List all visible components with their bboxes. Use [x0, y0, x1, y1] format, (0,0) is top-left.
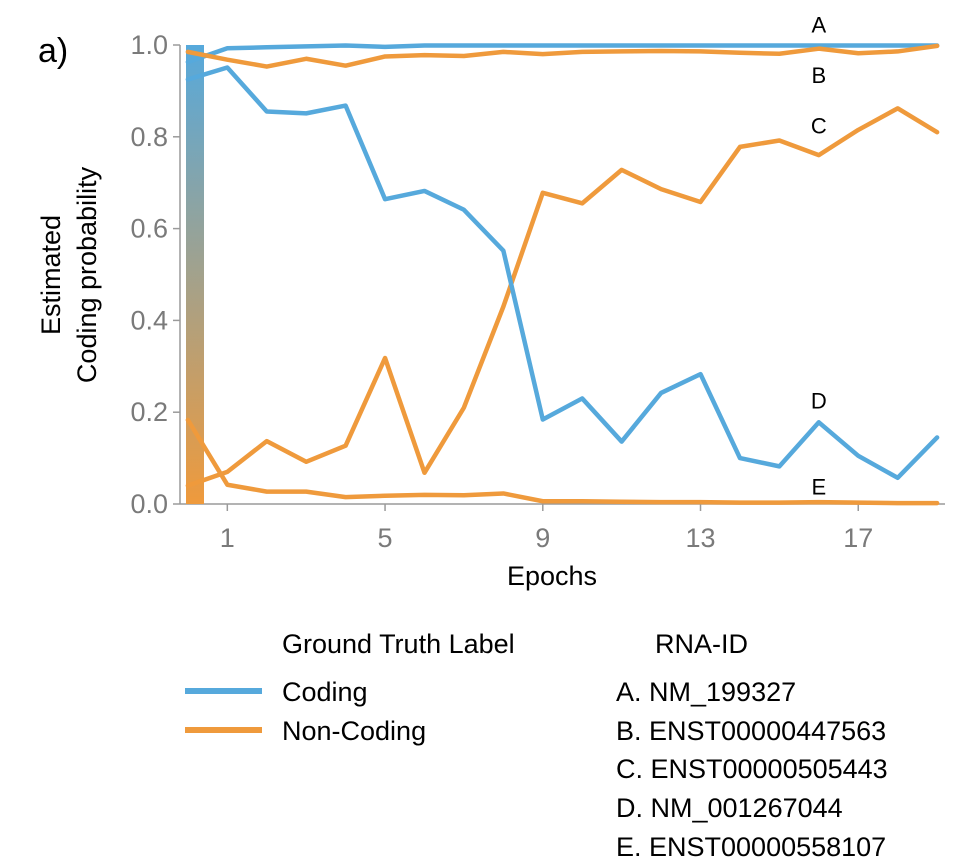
y-tick-label: 0.8	[130, 122, 168, 152]
series-label-c: C	[811, 113, 827, 138]
legend-label-coding: Coding	[282, 677, 368, 707]
x-tick-label: 9	[535, 523, 550, 553]
legend-rna-item-a: A. NM_199327	[616, 677, 796, 707]
legend-rna-item-d: D. NM_001267044	[616, 793, 843, 823]
series-line-c	[185, 106, 940, 488]
legend-rna-item-e: E. ENST00000558107	[616, 832, 886, 862]
x-tick-label: 1	[220, 523, 235, 553]
y-tick-label: 0.2	[130, 397, 168, 427]
y-axis-title-line-2: Coding probability	[72, 166, 102, 383]
series-line-d	[185, 65, 940, 481]
series-labels: A BC D E	[811, 12, 827, 499]
y-tick-label: 1.0	[130, 30, 168, 60]
series-line-b	[185, 43, 940, 69]
legend-ground-truth: Ground Truth Label Coding Non-Coding	[185, 629, 515, 746]
series-label-b: B	[811, 63, 826, 88]
panel-label: a)	[38, 32, 68, 70]
y-axis-title: Estimated Coding probability	[36, 166, 102, 383]
x-tick-label: 5	[378, 523, 393, 553]
x-axis-title: Epochs	[507, 561, 597, 591]
x-tick-label: 17	[843, 523, 873, 553]
series-lines	[185, 43, 940, 506]
y-tick-label: 0.6	[130, 214, 168, 244]
legend-label-non-coding: Non-Coding	[282, 716, 426, 746]
y-tick-label: 0.4	[130, 305, 168, 335]
series-line-e	[185, 417, 940, 506]
series-label-d: D	[811, 389, 827, 414]
x-ticks: 1 5 9 13 17	[220, 504, 873, 553]
legend-rna-item-c: C. ENST00000505443	[616, 754, 888, 784]
series-line-a	[185, 43, 940, 65]
x-tick-label: 13	[685, 523, 715, 553]
legend-rna-title: RNA-ID	[655, 629, 748, 659]
y-ticks: 0.0 0.2 0.4 0.6 0.8 1.0	[130, 30, 180, 519]
color-gradient-bar	[186, 45, 204, 504]
legend-rna-item-b: B. ENST00000447563	[616, 716, 886, 746]
legend-ground-truth-title: Ground Truth Label	[282, 629, 515, 659]
y-tick-label: 0.0	[130, 489, 168, 519]
series-label-a: A	[811, 12, 826, 37]
y-axis-title-line-1: Estimated	[36, 215, 66, 335]
legend-rna-id: RNA-ID A. NM_199327 B. ENST00000447563 C…	[616, 629, 888, 862]
series-label-e: E	[811, 475, 826, 500]
